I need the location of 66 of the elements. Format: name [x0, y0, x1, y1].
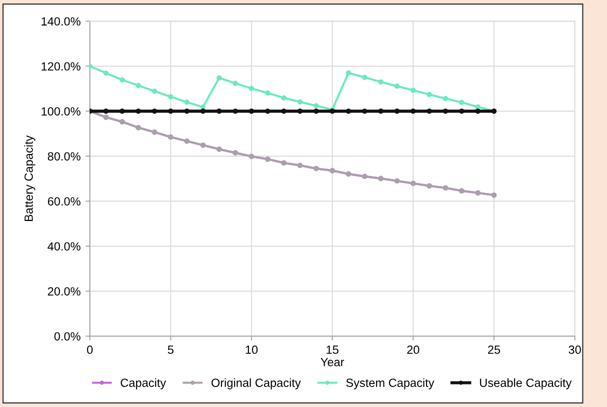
point	[297, 108, 303, 114]
point	[120, 77, 125, 83]
x-tick-label: 25	[488, 346, 500, 354]
point	[103, 70, 109, 76]
point	[168, 94, 174, 100]
y-tick-label: 20.0%	[48, 287, 80, 296]
point	[410, 108, 416, 114]
legend-label: Useable Capacity	[480, 378, 572, 390]
point	[346, 70, 352, 76]
point	[136, 108, 141, 114]
point	[394, 108, 400, 114]
y-axis-title: Battery Capacity	[24, 135, 36, 222]
point	[216, 108, 222, 114]
point	[281, 95, 286, 101]
point	[459, 108, 464, 114]
point	[136, 82, 141, 88]
point	[426, 108, 432, 114]
point	[120, 108, 125, 114]
point	[152, 108, 158, 114]
point	[248, 86, 254, 92]
x-tick-label: 30	[568, 346, 581, 354]
point	[394, 84, 400, 89]
point	[475, 108, 480, 114]
y-tick-label: 80.0%	[48, 152, 80, 161]
point	[362, 74, 368, 80]
point	[378, 108, 384, 114]
x-axis-title: Year	[320, 358, 344, 366]
point	[265, 108, 270, 114]
legend-label: Original Capacity	[212, 378, 301, 390]
y-tick-label: 0.0%	[54, 332, 80, 341]
y-tick-label: 140.0%	[42, 17, 80, 26]
point	[232, 80, 238, 86]
point	[426, 92, 432, 98]
point	[248, 108, 254, 114]
point	[184, 100, 190, 105]
point	[152, 88, 158, 94]
point	[314, 108, 319, 114]
point	[232, 108, 238, 114]
point	[200, 108, 206, 114]
point	[442, 108, 448, 114]
point	[362, 108, 368, 114]
point	[459, 100, 464, 106]
point	[200, 104, 206, 110]
point	[378, 79, 384, 85]
x-tick-label: 15	[326, 346, 338, 354]
legend-label: Capacity	[120, 378, 166, 390]
point	[168, 108, 174, 114]
point	[410, 88, 416, 93]
x-tick-label: 20	[407, 346, 420, 354]
point	[103, 108, 109, 114]
y-tick-label: 120.0%	[42, 62, 80, 71]
point	[297, 99, 303, 105]
legend-label: System Capacity	[346, 378, 434, 390]
point	[314, 103, 319, 108]
point	[216, 75, 222, 81]
y-tick-label: 60.0%	[48, 197, 80, 206]
point	[346, 108, 352, 114]
point	[184, 108, 190, 114]
y-tick-label: 100.0%	[42, 107, 80, 116]
point	[442, 96, 448, 102]
x-tick-label: 0	[87, 346, 93, 354]
point	[265, 90, 270, 96]
x-tick-label: 5	[168, 346, 174, 354]
point	[281, 108, 286, 114]
x-tick-label: 10	[246, 346, 258, 354]
y-tick-label: 40.0%	[48, 242, 80, 251]
